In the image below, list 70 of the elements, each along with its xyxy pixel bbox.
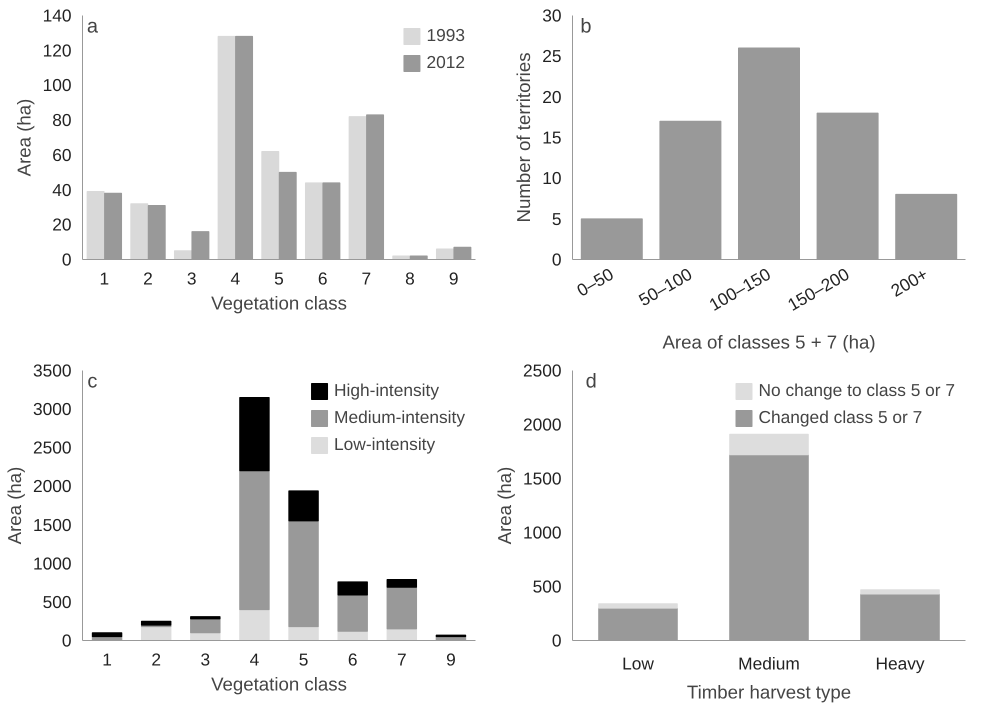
legend-label: High-intensity [334,380,440,401]
x-tick-label: 7 [362,268,372,288]
y-tick-label: 0 [552,630,562,650]
x-tick-label: 4 [250,650,260,670]
x-tick-label: 8 [405,268,415,288]
x-tick-label: 2 [151,650,162,670]
x-tick-label: 6 [348,650,358,670]
y-tick-label: 1500 [32,514,72,535]
y-tick-label: 60 [52,144,72,165]
y-tick-label: 140 [42,6,72,26]
y-tick-label: 500 [42,592,72,612]
y-axis-title: Area (ha) [14,98,35,176]
chart-title: b [580,16,592,38]
x-axis-title: Vegetation class [211,292,347,314]
y-tick-label: 2000 [522,414,562,434]
y-tick-label: 100 [42,75,72,96]
legend-label: No change to class 5 or 7 [758,380,955,401]
y-tick-label: 40 [52,180,72,200]
x-tick-label: 7 [396,650,407,670]
y-tick-label: 30 [542,6,562,26]
y-tick-label: 25 [542,46,562,66]
y-tick-label: 2500 [32,438,72,458]
y-tick-label: 0 [552,250,562,270]
y-axis-title: Number of territories [513,52,534,223]
x-tick-label: 1 [102,650,112,670]
legend-label: Medium-intensity [334,407,465,428]
x-tick-label: 0–50 [573,264,617,300]
y-tick-label: 5 [552,208,562,229]
y-tick-label: 15 [542,128,562,148]
y-tick-label: 0 [62,630,72,650]
x-tick-label: 9 [446,650,456,670]
chart-title: a [86,16,99,38]
x-tick-label: Medium [738,654,800,674]
x-axis-title: Timber harvest type [686,682,852,702]
x-tick-label: 3 [200,650,210,670]
x-tick-label: Low [622,654,654,674]
x-tick-label: 5 [274,268,284,288]
y-tick-label: 3500 [32,360,72,380]
y-tick-label: 80 [52,110,72,130]
x-tick-label: 2 [143,268,153,288]
x-tick-label: 4 [230,268,241,288]
x-axis-title: Area of classes 5 + 7 (ha) [662,332,876,353]
legend-label: 1993 [426,25,465,46]
legend-label: Changed class 5 or 7 [758,407,922,428]
y-tick-label: 2500 [522,360,562,380]
y-tick-label: 1500 [522,468,562,488]
x-tick-label: 5 [298,650,308,670]
x-tick-label: 6 [318,268,328,288]
chart-title: c [87,370,98,392]
y-tick-label: 10 [542,168,562,188]
y-axis-title: Area (ha) [4,466,25,544]
y-tick-label: 1000 [522,522,562,542]
x-tick-label: Heavy [875,654,925,674]
y-tick-label: 2000 [32,476,72,496]
x-tick-label: 3 [186,268,196,288]
x-tick-label: 9 [448,268,458,288]
x-tick-label: 200+ [887,264,932,301]
y-tick-label: 3000 [32,399,72,420]
legend-label: Low-intensity [334,434,436,455]
y-axis-title: Area (ha) [494,466,515,544]
x-tick-label: 1 [100,268,110,288]
legend-label: 2012 [426,52,465,73]
y-tick-label: 120 [42,40,72,60]
y-tick-label: 1000 [32,553,72,574]
y-tick-label: 20 [52,214,72,235]
chart-title: d [586,370,597,392]
y-tick-label: 0 [62,250,72,270]
y-tick-label: 20 [542,86,562,107]
y-tick-label: 500 [532,576,562,596]
x-axis-title: Vegetation class [211,674,347,694]
